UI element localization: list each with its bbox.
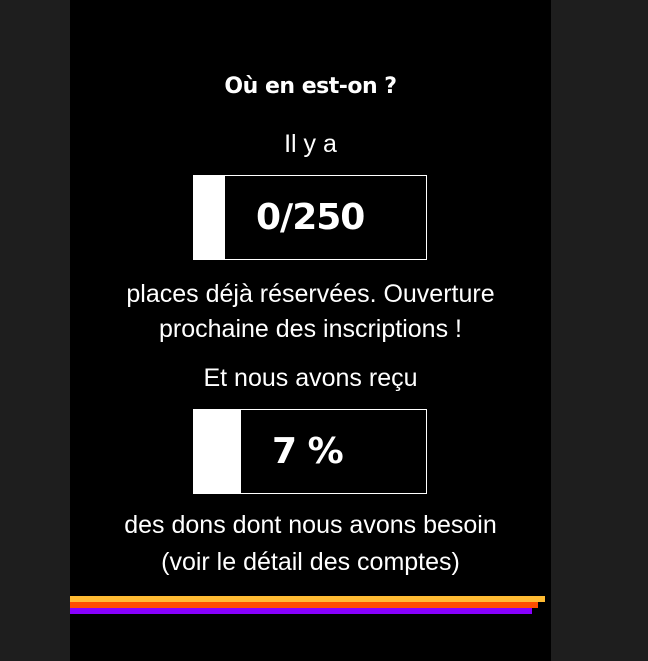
places-intro: Il y a [284, 130, 337, 158]
places-text-line2: prochaine des inscriptions ! [159, 315, 462, 343]
donations-percent: 7 % [272, 431, 344, 472]
content-panel: Où en est-on ? Il y a 0/250 places déjà … [70, 0, 551, 661]
stripe-purple [70, 608, 532, 614]
section-title: Où en est-on ? [224, 74, 397, 99]
places-progress-fill [194, 176, 225, 259]
stripe-orange [70, 602, 538, 608]
donations-intro: Et nous avons reçu [203, 364, 418, 392]
accounts-detail-link[interactable]: (voir le détail des comptes) [161, 548, 460, 576]
places-count: 0/250 [256, 197, 365, 238]
donations-progress-fill [194, 410, 241, 493]
places-text-line1: places déjà réservées. Ouverture [126, 280, 495, 308]
donations-text-line1: des dons dont nous avons besoin [124, 511, 497, 539]
stripe-yellow [70, 596, 545, 602]
donations-progress-box: 7 % [193, 409, 427, 494]
places-progress-box: 0/250 [193, 175, 427, 260]
